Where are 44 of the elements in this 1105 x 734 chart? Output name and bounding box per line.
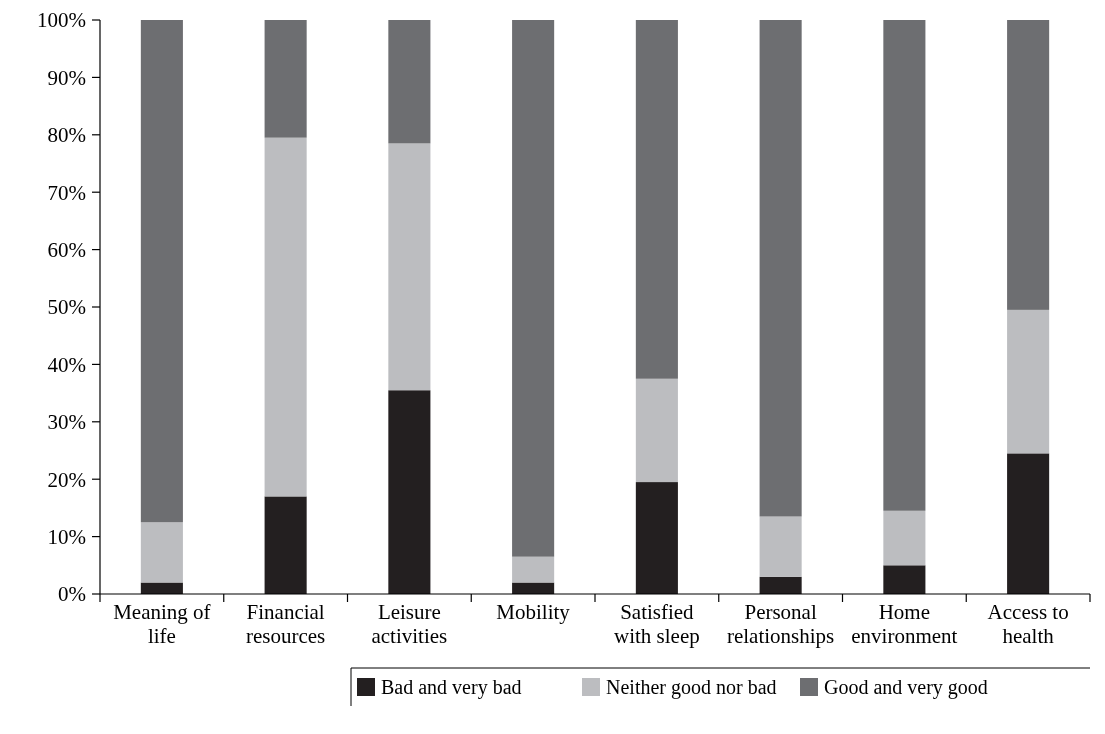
bar [759, 576, 802, 594]
bar [883, 510, 926, 566]
bar [1007, 20, 1050, 310]
bar [635, 482, 678, 594]
x-tick-label: Satisfied with sleep [614, 600, 700, 648]
y-tick-label: 20% [47, 467, 86, 492]
bar [388, 20, 431, 144]
bar [635, 20, 678, 379]
x-tick-label: Access to health [987, 600, 1069, 648]
bar [140, 20, 183, 523]
bar [264, 496, 307, 594]
x-tick-label: Leisure activities [371, 600, 448, 648]
bar [388, 143, 431, 391]
y-tick-label: 80% [47, 123, 86, 148]
x-tick-label: Mobility [496, 600, 571, 624]
y-tick-label: 70% [47, 180, 86, 205]
y-tick-label: 0% [58, 582, 86, 607]
x-tick-label: Personal relationships [726, 600, 835, 648]
bar [883, 20, 926, 511]
bar [512, 556, 555, 583]
y-tick-label: 60% [47, 237, 86, 262]
bar [388, 390, 431, 594]
bar [264, 20, 307, 138]
bar [883, 565, 926, 594]
y-tick-label: 100% [37, 8, 86, 33]
x-tick-label: Home environment [851, 600, 958, 648]
bar [512, 20, 555, 557]
y-tick-label: 50% [47, 295, 86, 320]
legend-label: Neither good nor bad [606, 676, 777, 699]
legend-label: Good and very good [824, 676, 988, 699]
y-tick-label: 90% [47, 65, 86, 90]
y-tick-label: 40% [47, 352, 86, 377]
bar [264, 137, 307, 497]
bar [635, 378, 678, 483]
y-tick-label: 10% [47, 524, 86, 549]
bar [1007, 453, 1050, 594]
x-tick-label: Financial resources [245, 600, 326, 648]
bar [759, 516, 802, 577]
bar [759, 20, 802, 517]
bar [1007, 309, 1050, 454]
x-tick-label: Meaning of life [113, 600, 211, 648]
y-tick-label: 30% [47, 410, 86, 435]
bar [140, 522, 183, 583]
legend-label: Bad and very bad [381, 676, 522, 699]
